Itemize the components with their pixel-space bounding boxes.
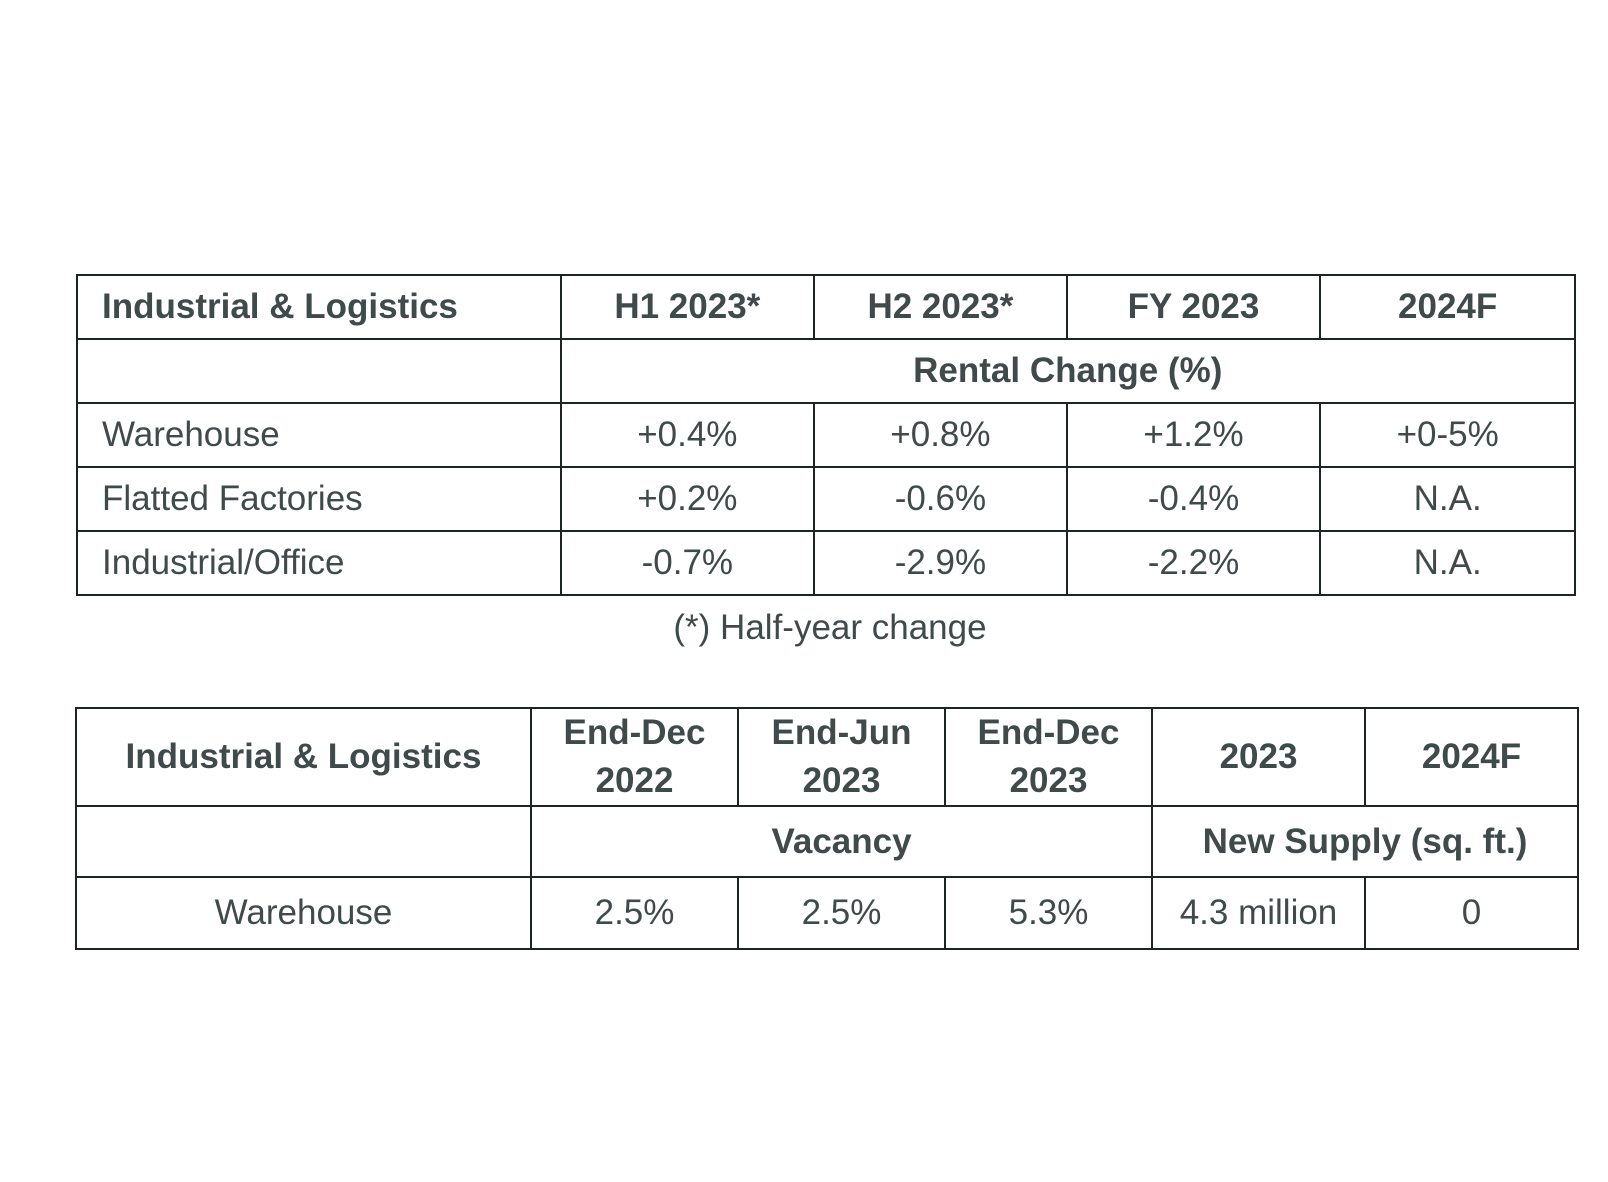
table-cell: -0.6% bbox=[813, 466, 1068, 532]
header-cell: FY 2023 bbox=[1065, 274, 1322, 340]
header-cell: H1 2023* bbox=[559, 274, 816, 340]
table-cell: +0.4% bbox=[559, 402, 816, 468]
header-cell: End-Dec 2022 bbox=[530, 707, 739, 807]
table-cell: N.A. bbox=[1319, 466, 1576, 532]
table-cell: -0.4% bbox=[1065, 466, 1322, 532]
table-cell: 2.5% bbox=[737, 876, 946, 950]
table-cell: 2.5% bbox=[530, 876, 739, 950]
row-label: Flatted Factories bbox=[76, 466, 562, 532]
table-cell: +0.8% bbox=[813, 402, 1068, 468]
subheader-row: Rental Change (%) bbox=[76, 338, 1577, 404]
header-cell: End-Dec 2023 bbox=[944, 707, 1153, 807]
header-cell: Industrial & Logistics bbox=[76, 274, 562, 340]
table-header-row: Industrial & Logistics End-Dec 2022 End-… bbox=[75, 707, 1579, 807]
rental-change-table: Industrial & Logistics H1 2023* H2 2023*… bbox=[76, 274, 1577, 596]
row-label: Warehouse bbox=[76, 402, 562, 468]
rental-change-subheader: Rental Change (%) bbox=[559, 338, 1577, 404]
table-row: Warehouse 2.5% 2.5% 5.3% 4.3 million 0 bbox=[75, 876, 1579, 950]
table-row: Warehouse +0.4% +0.8% +1.2% +0-5% bbox=[76, 402, 1576, 468]
empty-cell bbox=[75, 805, 532, 878]
table-cell: +1.2% bbox=[1065, 402, 1322, 468]
table-row: Industrial/Office -0.7% -2.9% -2.2% N.A. bbox=[76, 530, 1576, 596]
header-cell: 2024F bbox=[1319, 274, 1576, 340]
new-supply-subheader: New Supply (sq. ft.) bbox=[1151, 805, 1579, 878]
empty-cell bbox=[76, 338, 562, 404]
table-header-row: Industrial & Logistics H1 2023* H2 2023*… bbox=[76, 274, 1576, 340]
vacancy-subheader: Vacancy bbox=[530, 805, 1153, 878]
table-row: Flatted Factories +0.2% -0.6% -0.4% N.A. bbox=[76, 466, 1576, 532]
table-cell: -2.2% bbox=[1065, 530, 1322, 596]
row-label: Industrial/Office bbox=[76, 530, 562, 596]
table-cell: 0 bbox=[1364, 876, 1579, 950]
vacancy-supply-table: Industrial & Logistics End-Dec 2022 End-… bbox=[75, 707, 1579, 950]
table-cell: +0-5% bbox=[1319, 402, 1576, 468]
header-cell: 2024F bbox=[1364, 707, 1579, 807]
table-cell: +0.2% bbox=[559, 466, 816, 532]
subheader-row: Vacancy New Supply (sq. ft.) bbox=[75, 805, 1579, 878]
table-cell: 5.3% bbox=[944, 876, 1153, 950]
header-cell: 2023 bbox=[1151, 707, 1366, 807]
header-cell: End-Jun 2023 bbox=[737, 707, 946, 807]
table-cell: 4.3 million bbox=[1151, 876, 1366, 950]
table-cell: -0.7% bbox=[559, 530, 816, 596]
table-cell: -2.9% bbox=[813, 530, 1068, 596]
header-cell: H2 2023* bbox=[813, 274, 1068, 340]
footnote: (*) Half-year change bbox=[673, 608, 987, 647]
table-cell: N.A. bbox=[1319, 530, 1576, 596]
header-cell: Industrial & Logistics bbox=[75, 707, 532, 807]
row-label: Warehouse bbox=[75, 876, 532, 950]
